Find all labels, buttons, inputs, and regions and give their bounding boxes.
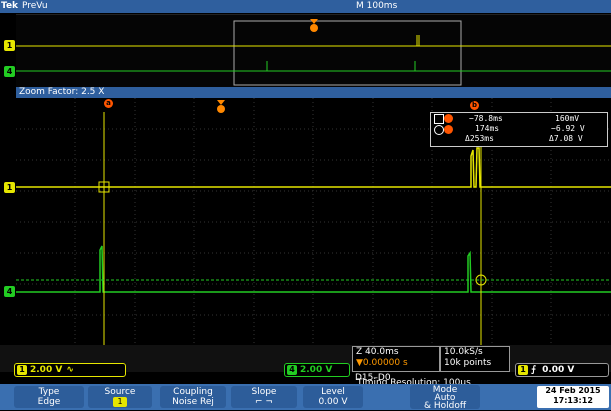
mode-button[interactable]: Mode Auto & Holdoff: [410, 385, 480, 411]
zoomed-waveforms: [16, 98, 611, 345]
ch4-overview-marker[interactable]: 4: [4, 66, 15, 77]
timing-resolution-row: Timing Resolution: 100µs: [352, 374, 508, 388]
cursor-b-value: −6.92 V: [551, 124, 585, 133]
source-button[interactable]: Source 1: [88, 386, 152, 408]
coupling-value: Noise Rej: [172, 397, 214, 407]
status-row: 1 2.00 V ∿ 4 2.00 V Z 40.0ms ▼0.00000 s 10.…: [0, 345, 611, 377]
overview-waveform-pane: [16, 14, 611, 87]
zoom-trigger-box[interactable]: Z 40.0ms ▼0.00000 s: [352, 346, 440, 372]
zoom-factor-label: Zoom Factor: 2.5 X: [19, 87, 105, 97]
trigger-arrow-main-icon: [217, 100, 225, 105]
date-time-box: 24 Feb 2015 17:13:12: [537, 386, 609, 408]
brand-logo: Tek: [1, 1, 19, 11]
date-text: 24 Feb 2015: [545, 386, 601, 395]
timing-resolution: Timing Resolution: 100µs: [357, 378, 471, 388]
ch1-overview-marker[interactable]: 1: [4, 40, 15, 51]
cursor-readout-box: −78.8ms 160mV 174ms −6.92 V Δ253ms Δ7.08…: [430, 112, 608, 147]
bandwidth-icon: ∿: [66, 365, 74, 375]
ch1-scale-pill[interactable]: 1 2.00 V ∿: [14, 363, 126, 377]
coupling-label: Coupling: [173, 387, 213, 397]
type-value: Edge: [37, 397, 61, 407]
ch4-main-marker[interactable]: 4: [4, 286, 15, 297]
sample-rate: 10.0kS/s: [444, 347, 483, 357]
digital-channels: D15–D0: [355, 373, 391, 383]
cursor-b-tag[interactable]: b: [470, 101, 479, 110]
delta-value: Δ7.08 V: [549, 134, 583, 143]
mode-value: Auto: [434, 393, 456, 403]
trigger-source-badge: 1: [518, 365, 528, 375]
zoom-scale: Z 40.0ms: [356, 347, 399, 357]
trigger-marker-main-icon[interactable]: [217, 105, 225, 113]
trigger-position: ▼0.00000 s: [356, 358, 408, 368]
ch4-scale-pill[interactable]: 4 2.00 V: [284, 363, 350, 377]
zoom-window-box[interactable]: [233, 20, 462, 86]
slope-label: Slope: [251, 387, 277, 397]
cursor-a-value: 160mV: [555, 114, 580, 123]
ch4-scale-badge: 4: [287, 365, 297, 375]
ch4-scale-value: 2.00 V: [300, 365, 333, 375]
time-text: 17:13:12: [553, 396, 593, 405]
cursor-b-crosshair[interactable]: [475, 274, 487, 286]
level-button[interactable]: Level 0.00 V: [303, 386, 363, 408]
cursor-b-circle-icon: [444, 125, 453, 134]
cursor-a-crosshair[interactable]: [98, 181, 110, 193]
level-label: Level: [321, 387, 345, 397]
cursor-b-time: 174ms: [475, 124, 500, 133]
slope-icon: ⌐ ¬: [255, 397, 273, 407]
source-value: 1: [113, 397, 127, 407]
trigger-menu-bar: Type Edge Source 1 Coupling Noise Rej Sl…: [0, 384, 611, 411]
ch1-zoom-trace: [16, 147, 611, 188]
cursor-a-tag[interactable]: a: [104, 99, 113, 108]
cursor-a-square-icon: [434, 114, 444, 124]
overview-waveforms: [16, 19, 611, 86]
cursor-a-time: −78.8ms: [469, 114, 503, 123]
source-label: Source: [104, 387, 136, 397]
mode-label: PreVu: [22, 1, 48, 11]
cursor-b-ring-icon: [434, 125, 444, 135]
acquisition-box[interactable]: 10.0kS/s 10k points: [440, 346, 510, 372]
ch1-scale-value: 2.00 V: [30, 365, 63, 375]
trigger-level-pill[interactable]: 1 ⨍ 0.00 V: [515, 363, 609, 377]
coupling-button[interactable]: Coupling Noise Rej: [160, 386, 226, 408]
zoom-factor-bar: Zoom Factor: 2.5 X: [16, 87, 611, 98]
ch4-zoom-trace: [16, 245, 611, 293]
timebase-readout: M 100ms: [356, 1, 398, 11]
cursor-a-circle-icon: [444, 114, 453, 123]
digital-timing-info: D15–D0: [352, 372, 508, 384]
ch1-main-marker[interactable]: 1: [4, 182, 15, 193]
record-length: 10k points: [444, 358, 492, 368]
mode-label: Mode: [432, 385, 458, 395]
type-button[interactable]: Type Edge: [14, 386, 84, 408]
delta-time: Δ253ms: [465, 134, 494, 143]
type-label: Type: [38, 387, 60, 397]
top-status-bar: Tek PreVu M 100ms: [0, 0, 611, 13]
mode-holdoff: & Holdoff: [423, 401, 467, 411]
ch1-scale-badge: 1: [17, 365, 27, 375]
trigger-arrow-overview-icon: [310, 19, 318, 24]
level-value: 0.00 V: [318, 397, 348, 407]
slope-button[interactable]: Slope ⌐ ¬: [231, 386, 297, 408]
trigger-marker-overview-icon[interactable]: [310, 24, 318, 32]
trigger-level-value: 0.00 V: [542, 365, 575, 375]
rising-edge-icon: ⨍: [531, 365, 537, 375]
left-gutter: [0, 14, 16, 345]
